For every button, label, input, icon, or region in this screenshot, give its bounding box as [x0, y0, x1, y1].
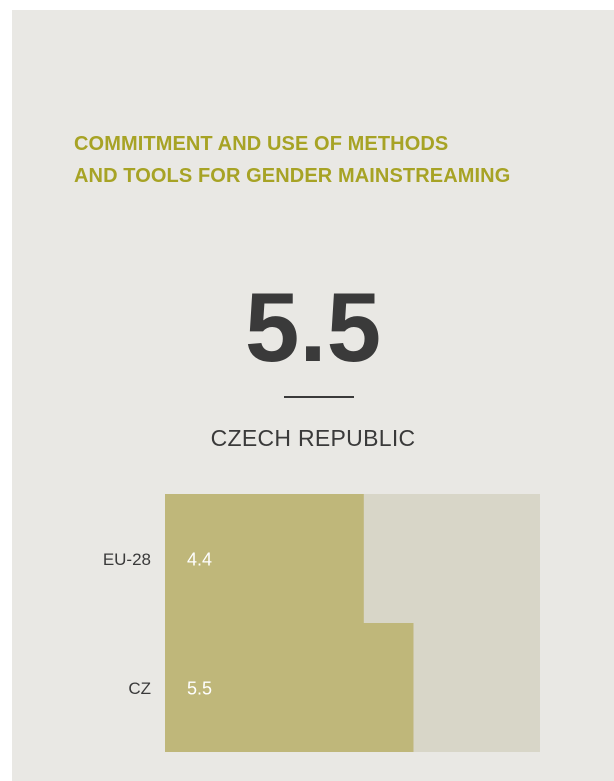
divider-line [284, 396, 354, 398]
country-name: CZECH REPUBLIC [210, 425, 416, 451]
bar-group: EU-28 4.4 CZ 5.5 [103, 494, 414, 752]
bar-eu-28 [165, 494, 364, 624]
chart-title-line-2: AND TOOLS FOR GENDER MAINSTREAMING [74, 165, 511, 187]
bar-cz [165, 623, 414, 752]
value-label-eu-28: 4.4 [187, 549, 212, 569]
chart-title-line-1: COMMITMENT AND USE OF METHODS [74, 133, 449, 155]
bar-chart: EU-28 4.4 CZ 5.5 [103, 494, 540, 752]
headline-score: 5.5 [244, 272, 382, 382]
category-label-cz: CZ [128, 679, 151, 698]
value-label-cz: 5.5 [187, 678, 212, 698]
chart-title: COMMITMENT AND USE OF METHODS AND TOOLS … [74, 128, 594, 192]
category-label-eu-28: EU-28 [103, 550, 151, 569]
infographic-card: COMMITMENT AND USE OF METHODS AND TOOLS … [12, 10, 614, 781]
